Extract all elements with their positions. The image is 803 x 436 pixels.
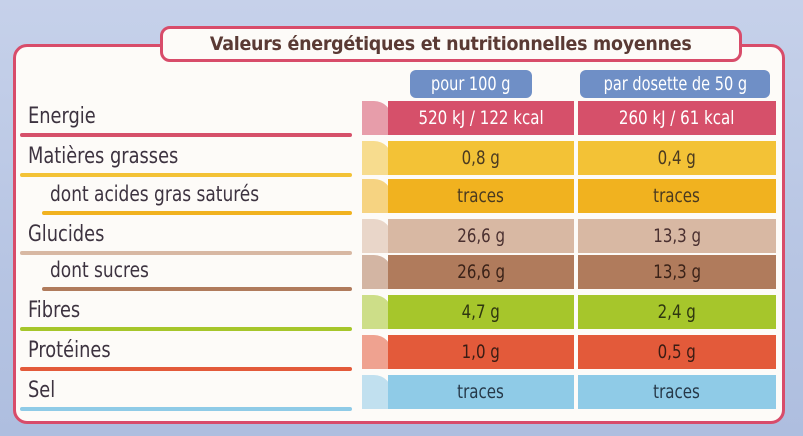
value-per-portion: 0,5 g	[578, 335, 776, 369]
value-per-portion: 260 kJ / 61 kcal	[578, 101, 776, 135]
value-per-portion: 13,3 g	[578, 255, 776, 289]
value-per-portion: 2,4 g	[578, 295, 776, 329]
column-header-per-100g: pour 100 g	[410, 70, 532, 98]
nutrient-label: Sel	[28, 378, 56, 403]
value-per-100g: 520 kJ / 122 kcal	[388, 101, 574, 135]
nutrient-underline	[20, 173, 352, 177]
row-tab	[362, 375, 392, 409]
nutrient-underline	[42, 287, 352, 291]
row-tab	[362, 179, 392, 213]
table-title: Valeurs énergétiques et nutritionnelles …	[210, 33, 692, 55]
value-per-100g: 4,7 g	[388, 295, 574, 329]
nutrient-label: dont sucres	[50, 258, 149, 282]
title-box: Valeurs énergétiques et nutritionnelles …	[160, 26, 742, 62]
value-per-portion: traces	[578, 375, 776, 409]
nutrient-label: Energie	[28, 104, 96, 129]
row-tab	[362, 255, 392, 289]
nutrient-underline	[20, 251, 352, 255]
nutrient-underline	[42, 211, 352, 215]
nutrient-label: Glucides	[28, 222, 105, 247]
value-per-portion: 0,4 g	[578, 141, 776, 175]
nutrient-label: Protéines	[28, 338, 111, 363]
nutrient-underline	[20, 327, 352, 331]
nutrient-underline	[20, 407, 352, 411]
value-per-100g: 0,8 g	[388, 141, 574, 175]
row-tab	[362, 141, 392, 175]
value-per-portion: traces	[578, 179, 776, 213]
nutrient-underline	[20, 367, 352, 371]
nutrient-label: Fibres	[28, 298, 81, 323]
column-header-per-portion: par dosette de 50 g	[580, 70, 770, 98]
nutrient-label: dont acides gras saturés	[50, 182, 260, 206]
value-per-100g: 26,6 g	[388, 219, 574, 253]
value-per-100g: traces	[388, 179, 574, 213]
row-tab	[362, 335, 392, 369]
value-per-100g: 1,0 g	[388, 335, 574, 369]
row-tab	[362, 219, 392, 253]
row-tab	[362, 101, 392, 135]
value-per-100g: 26,6 g	[388, 255, 574, 289]
nutrient-label: Matières grasses	[28, 144, 179, 169]
value-per-100g: traces	[388, 375, 574, 409]
value-per-portion: 13,3 g	[578, 219, 776, 253]
row-tab	[362, 295, 392, 329]
nutrient-underline	[20, 133, 352, 137]
